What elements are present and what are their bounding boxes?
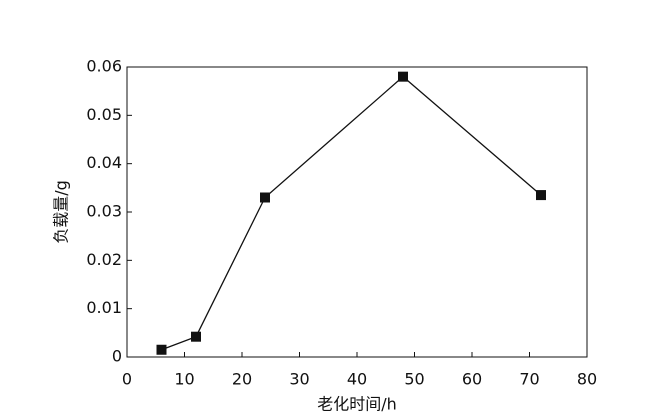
x-tick-label: 60 <box>462 370 482 389</box>
x-axis-label: 老化时间/h <box>317 395 397 414</box>
data-line <box>161 75 542 351</box>
x-tick-label: 30 <box>289 370 309 389</box>
data-point <box>536 190 546 201</box>
y-tick-label: 0.04 <box>86 153 122 172</box>
y-tick-label: 0.02 <box>86 250 122 269</box>
y-tick-label: 0 <box>112 347 122 366</box>
x-tick-label: 0 <box>122 370 132 389</box>
x-tick-label: 70 <box>519 370 539 389</box>
y-axis-label: 负载量/g <box>52 180 71 244</box>
y-tick-label: 0.03 <box>86 202 122 221</box>
x-tick-label: 10 <box>174 370 194 389</box>
data-point <box>398 71 408 82</box>
y-tick-label: 0.06 <box>86 57 122 76</box>
x-tick-label: 80 <box>577 370 597 389</box>
data-point <box>156 344 167 355</box>
data-point <box>260 192 270 203</box>
x-tick-label: 40 <box>347 370 367 389</box>
y-tick-label: 0.05 <box>86 105 122 124</box>
data-point <box>191 331 201 342</box>
plot-frame <box>126 66 588 358</box>
x-tick-label: 20 <box>232 370 252 389</box>
x-tick-label: 50 <box>404 370 424 389</box>
y-tick-label: 0.01 <box>86 298 122 317</box>
